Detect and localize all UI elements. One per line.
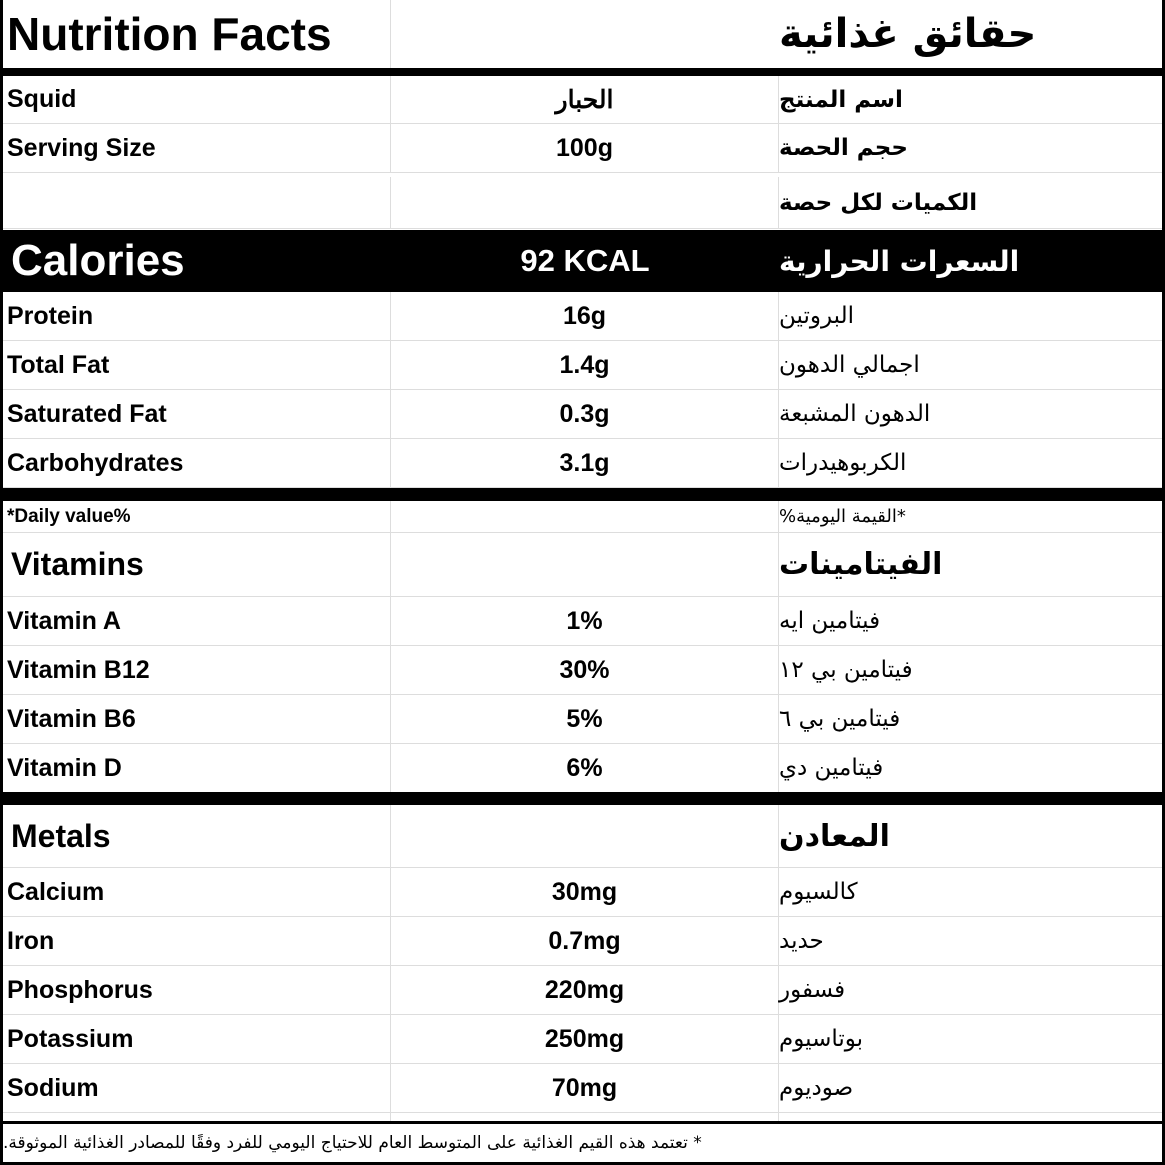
nutrient-name: Carbohydrates bbox=[3, 439, 391, 487]
calories-row: Calories 92 KCAL السعرات الحرارية bbox=[3, 230, 1162, 292]
nutrient-value: 16g bbox=[391, 292, 779, 340]
nutrient-row: Vitamin B6 5% فيتامين بي ٦ bbox=[3, 695, 1162, 744]
footnote: * تعتمد هذه القيم الغذائية على المتوسط ا… bbox=[3, 1133, 702, 1153]
title-ar: حقائق غذائية bbox=[779, 11, 1037, 57]
nutrient-name-ar: فيتامين بي ٦ bbox=[779, 706, 901, 732]
nutrient-row: Saturated Fat 0.3g الدهون المشبعة bbox=[3, 390, 1162, 439]
nutrient-name-ar: فيتامين دي bbox=[779, 755, 884, 781]
nutrient-row: Iron 0.7mg حديد bbox=[3, 917, 1162, 966]
title-en: Nutrition Facts bbox=[3, 0, 391, 68]
vitamins-header: Vitamins الفيتامينات bbox=[3, 533, 1162, 597]
metals-header: Metals المعادن bbox=[3, 805, 1162, 868]
title-row: Nutrition Facts حقائق غذائية bbox=[3, 0, 1162, 68]
nutrient-name-ar: كالسيوم bbox=[779, 879, 858, 905]
serving-row: Serving Size 100g حجم الحصة bbox=[3, 124, 1162, 173]
nutrient-name: Vitamin D bbox=[3, 744, 391, 792]
nutrient-value: 1.4g bbox=[391, 341, 779, 389]
nutrient-value: 6% bbox=[391, 744, 779, 792]
nutrient-name: Vitamin A bbox=[3, 597, 391, 645]
divider bbox=[3, 1121, 1162, 1124]
nutrient-name: Saturated Fat bbox=[3, 390, 391, 438]
product-row: Squid الحبار اسم المنتج bbox=[3, 76, 1162, 124]
nutrient-name-ar: اجمالي الدهون bbox=[779, 352, 920, 378]
nutrient-row: Carbohydrates 3.1g الكربوهيدرات bbox=[3, 439, 1162, 488]
nutrient-row: Calcium 30mg كالسيوم bbox=[3, 868, 1162, 917]
nutrient-value: 1% bbox=[391, 597, 779, 645]
nutrient-name-ar: فسفور bbox=[779, 977, 846, 1003]
nutrient-name-ar: صوديوم bbox=[779, 1075, 854, 1101]
nutrient-value: 220mg bbox=[391, 966, 779, 1014]
nutrient-value: 70mg bbox=[391, 1064, 779, 1112]
nutrient-value: 0.3g bbox=[391, 390, 779, 438]
nutrient-row: Vitamin B12 30% فيتامين بي ١٢ bbox=[3, 646, 1162, 695]
nutrient-name: Sodium bbox=[3, 1064, 391, 1112]
divider bbox=[3, 792, 1162, 805]
nutrient-name: Protein bbox=[3, 292, 391, 340]
nutrient-name-ar: البروتين bbox=[779, 303, 854, 329]
nutrient-name-ar: الدهون المشبعة bbox=[779, 401, 931, 427]
nutrient-name-ar: فيتامين ايه bbox=[779, 608, 881, 634]
nutrient-value: 3.1g bbox=[391, 439, 779, 487]
nutrient-row: Protein 16g البروتين bbox=[3, 292, 1162, 341]
nutrient-name-ar: بوتاسيوم bbox=[779, 1026, 864, 1052]
nutrient-row: Sodium 70mg صوديوم bbox=[3, 1064, 1162, 1113]
nutrient-row: Total Fat 1.4g اجمالي الدهون bbox=[3, 341, 1162, 390]
divider bbox=[3, 488, 1162, 501]
nutrient-name: Calcium bbox=[3, 868, 391, 916]
nutrient-row: Vitamin A 1% فيتامين ايه bbox=[3, 597, 1162, 646]
nutrient-name: Phosphorus bbox=[3, 966, 391, 1014]
nutrient-name: Potassium bbox=[3, 1015, 391, 1063]
nutrient-value: 30% bbox=[391, 646, 779, 694]
nutrient-name: Vitamin B6 bbox=[3, 695, 391, 743]
per-serving-row: الكميات لكل حصة bbox=[3, 177, 1162, 229]
nutrient-name-ar: الكربوهيدرات bbox=[779, 450, 907, 476]
nutrient-value: 0.7mg bbox=[391, 917, 779, 965]
daily-value-row: *Daily value% *القيمة اليومية% bbox=[3, 501, 1162, 533]
nutrient-name-ar: فيتامين بي ١٢ bbox=[779, 657, 913, 683]
nutrient-value: 5% bbox=[391, 695, 779, 743]
divider bbox=[3, 68, 1162, 76]
nutrient-name: Vitamin B12 bbox=[3, 646, 391, 694]
nutrient-name: Total Fat bbox=[3, 341, 391, 389]
nutrient-value: 250mg bbox=[391, 1015, 779, 1063]
nutrient-name-ar: حديد bbox=[779, 928, 824, 954]
nutrient-row: Potassium 250mg بوتاسيوم bbox=[3, 1015, 1162, 1064]
nutrient-row: Phosphorus 220mg فسفور bbox=[3, 966, 1162, 1015]
nutrient-row: Vitamin D 6% فيتامين دي bbox=[3, 744, 1162, 793]
nutrient-value: 30mg bbox=[391, 868, 779, 916]
nutrient-name: Iron bbox=[3, 917, 391, 965]
